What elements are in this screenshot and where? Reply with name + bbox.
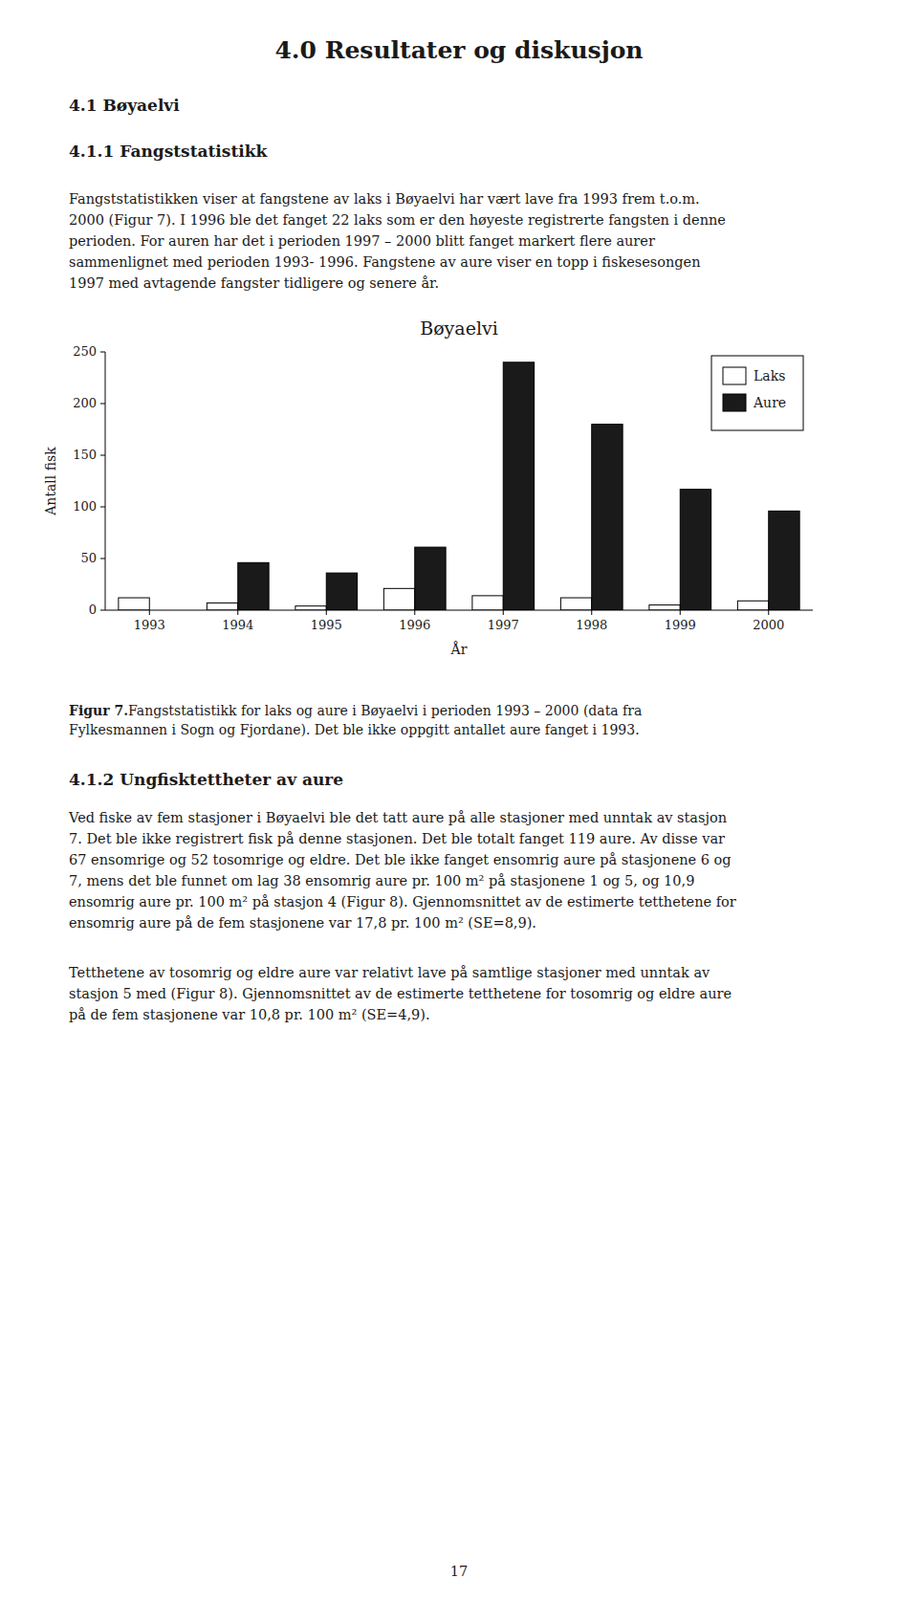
x-tick xyxy=(414,610,416,615)
bar xyxy=(649,605,680,611)
y-tick xyxy=(100,506,106,508)
section-title: 4.1.2 Ungfisktettheter av aure xyxy=(68,769,344,789)
y-axis-label: Antall fisk xyxy=(43,446,59,517)
x-tick xyxy=(326,610,328,615)
y-tick-label: 0 xyxy=(88,602,97,617)
x-tick xyxy=(149,610,151,615)
bar xyxy=(591,424,623,611)
bar xyxy=(415,546,446,611)
bar xyxy=(383,588,415,611)
x-tick xyxy=(237,610,239,615)
y-axis-line xyxy=(105,351,107,611)
legend-swatch xyxy=(722,367,746,385)
paragraph-line: Ved fiske av fem stasjoner i Bøyaelvi bl… xyxy=(68,809,727,826)
caption-line: Fangststatistikk for laks og aure i Bøya… xyxy=(128,702,642,719)
y-tick-label: 250 xyxy=(72,344,97,359)
y-tick xyxy=(100,455,106,457)
bar xyxy=(472,595,503,611)
paragraph-line: 7. Det ble ikke registrert fisk på denne… xyxy=(68,830,725,847)
caption-line: Fylkesmannen i Sogn og Fjordane). Det bl… xyxy=(68,721,640,738)
chart-title: Bøyaelvi xyxy=(419,317,499,339)
x-tick xyxy=(679,610,681,615)
paragraph-line: 2000 (Figur 7). I 1996 ble det fanget 22… xyxy=(68,212,726,228)
x-tick-label: 1995 xyxy=(310,617,343,633)
x-tick-label: 1998 xyxy=(575,617,608,633)
paragraph-line: 67 ensomrige og 52 tosomrige og eldre. D… xyxy=(68,852,732,868)
bars xyxy=(118,362,800,611)
legend-label: Aure xyxy=(752,394,787,411)
x-tick-label: 1994 xyxy=(221,617,254,633)
subsection-title: 4.1.1 Fangststatistikk xyxy=(68,141,267,161)
paragraph-line: ensomrig aure på de fem stasjonene var 1… xyxy=(68,915,537,931)
bar xyxy=(560,597,591,611)
x-tick-label: 1999 xyxy=(664,617,697,633)
x-tick-label: 1993 xyxy=(133,617,166,633)
y-tick xyxy=(100,403,106,405)
y-tick-label: 50 xyxy=(80,550,97,566)
x-tick-label: 1997 xyxy=(487,617,520,633)
legend-swatch xyxy=(722,393,746,412)
y-tick xyxy=(100,610,106,612)
x-tick xyxy=(590,610,592,615)
chart: Bøyaelvi 0 50 100 150 200 250 1993 1994 1995 1996 1… xyxy=(0,304,918,687)
y-tick xyxy=(100,558,106,560)
x-axis-line xyxy=(105,610,813,612)
paragraph-line: 7, mens det ble funnet om lag 38 ensomri… xyxy=(68,873,695,889)
bar xyxy=(295,606,327,611)
paragraph-line: stasjon 5 med (Figur 8). Gjennomsnittet … xyxy=(68,985,732,1002)
caption-bold: Figur 7. xyxy=(68,702,129,719)
section-title: 4.1 Bøyaelvi xyxy=(68,95,180,115)
bar xyxy=(679,489,711,611)
legend-box xyxy=(711,355,804,431)
x-tick-label: 2000 xyxy=(752,617,785,633)
paragraph-line: ensomrig aure pr. 100 m² på stasjon 4 (F… xyxy=(68,894,737,910)
x-tick-label: 1996 xyxy=(398,617,431,633)
x-tick xyxy=(767,610,769,615)
page-number: 17 xyxy=(0,1563,918,1579)
x-tick xyxy=(502,610,504,615)
y-tick xyxy=(100,351,106,353)
bar xyxy=(206,602,238,611)
page-title: 4.0 Resultater og diskusjon xyxy=(0,36,918,65)
paragraph-line: 1997 med avtagende fangster tidligere og… xyxy=(68,275,439,291)
bar xyxy=(326,572,357,611)
paragraph-line: perioden. For auren har det i perioden 1… xyxy=(68,233,656,249)
bar xyxy=(502,362,534,611)
y-tick-label: 200 xyxy=(72,395,97,411)
bar xyxy=(737,600,768,611)
legend-label: Laks xyxy=(753,368,786,384)
paragraph-line: Tetthetene av tosomrig og eldre aure var… xyxy=(68,964,710,981)
bar xyxy=(768,510,800,611)
paragraph-line: Fangststatistikken viser at fangstene av… xyxy=(68,191,700,207)
y-tick-label: 150 xyxy=(72,447,97,462)
paragraph-line: sammenlignet med perioden 1993- 1996. Fa… xyxy=(68,254,701,270)
bar xyxy=(118,597,150,611)
y-tick-label: 100 xyxy=(72,499,97,514)
bar xyxy=(238,562,269,611)
paragraph-line: på de fem stasjonene var 10,8 pr. 100 m²… xyxy=(68,1006,431,1023)
x-axis-label: År xyxy=(450,640,468,657)
